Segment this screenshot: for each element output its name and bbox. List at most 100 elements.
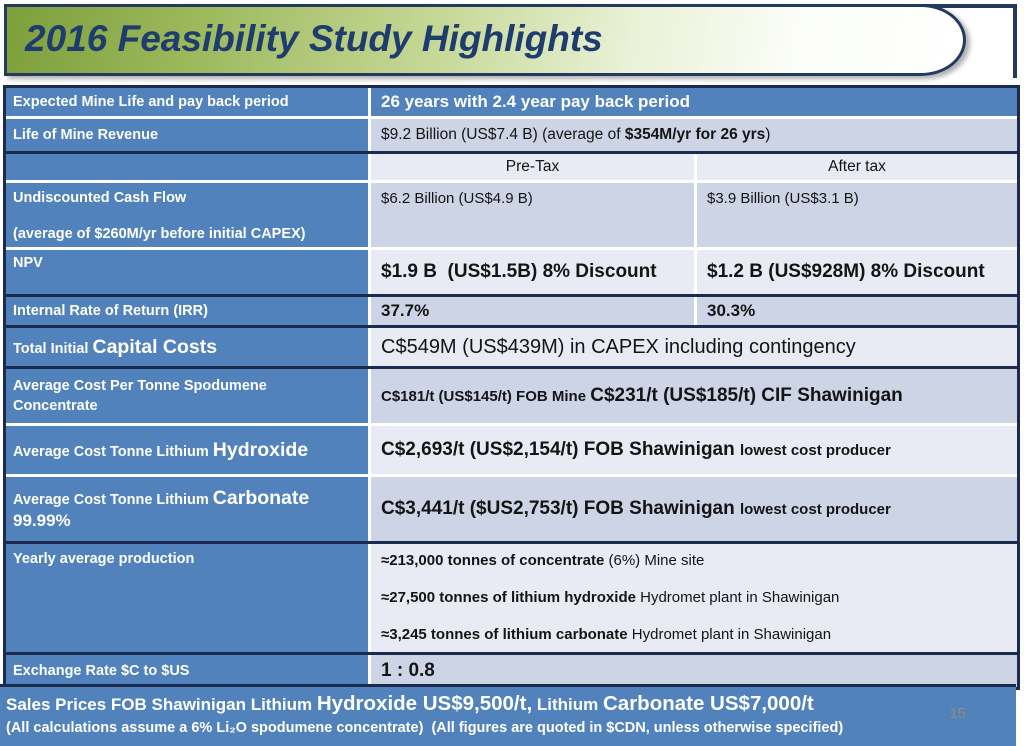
text-segment: NPV	[13, 255, 43, 271]
page-title: 2016 Feasibility Study Highlights	[25, 18, 603, 60]
text-segment: 30.3%	[707, 301, 756, 320]
text-line: 1 : 0.8	[381, 659, 1007, 683]
row-separator	[6, 423, 1017, 426]
text-line: Yearly average production	[13, 549, 361, 569]
table-row-carbonate: Average Cost Tonne Lithium Carbonate 99.9…	[6, 477, 1017, 541]
text-line: C$181/t (US$145/t) FOB Mine C$231/t (US$…	[381, 384, 1007, 408]
value-cell-npv-0: $1.9 B (US$1.5B) 8% Discount	[371, 250, 697, 294]
text-segment: (6%) Mine site	[608, 552, 705, 569]
text-segment: Average Cost Tonne Lithium	[13, 443, 213, 460]
value-cell-capex-0: C$549M (US$439M) in CAPEX including cont…	[371, 328, 1017, 366]
row-separator	[6, 247, 1017, 250]
table-row-capex: Total Initial Capital Costs C$549M (US$43…	[6, 328, 1017, 366]
table-row-tax-header: Pre-Tax After tax	[6, 154, 1017, 180]
text-line: Total Initial Capital Costs	[13, 335, 361, 359]
text-line: Life of Mine Revenue	[13, 125, 361, 145]
text-segment: C$181/t (US$145/t) FOB Mine	[381, 388, 591, 406]
text-segment: Expected Mine Life and pay back period	[13, 94, 289, 110]
value-cell-mine-life-0: 26 years with 2.4 year pay back period	[371, 88, 1017, 116]
row-header-npv: NPV	[6, 250, 371, 294]
text-segment: Hydroxide US$9,500/t,	[316, 692, 533, 715]
value-cell-hydroxide-0: C$2,693/t (US$2,154/t) FOB Shawinigan lo…	[371, 426, 1017, 474]
text-segment: 99.99%	[13, 511, 71, 531]
row-separator	[6, 325, 1017, 328]
text-line: $3.9 Billion (US$3.1 B)	[707, 189, 1007, 209]
text-line: Average Cost Tonne Lithium Carbonate	[13, 486, 361, 510]
text-segment: Average Cost Per Tonne Spodumene	[13, 378, 267, 394]
text-line: Average Cost Per Tonne Spodumene	[13, 376, 361, 396]
text-segment: lowest cost producer	[740, 501, 891, 519]
row-separator	[6, 652, 1017, 655]
text-segment: $1.9 B (US$1.5B) 8% Discount	[381, 261, 657, 283]
table-row-irr: Internal Rate of Return (IRR) 37.7% 30.3%	[6, 297, 1017, 325]
row-separator	[6, 151, 1017, 154]
row-separator	[6, 366, 1017, 369]
text-segment: Exchange Rate $C to $US	[13, 663, 190, 679]
text-line: Exchange Rate $C to $US	[13, 661, 361, 681]
text-segment: ≈3,245 tonnes of lithium carbonate	[381, 626, 632, 643]
text-line: C$3,441/t ($US2,753/t) FOB Shawinigan lo…	[381, 497, 1007, 521]
table-row-cash-flow: Undiscounted Cash Flow (average of $260M/…	[6, 183, 1017, 247]
text-line: $1.9 B (US$1.5B) 8% Discount	[381, 260, 684, 284]
text-segment: Undiscounted Cash Flow	[13, 190, 187, 206]
row-header-carbonate: Average Cost Tonne Lithium Carbonate 99.9…	[6, 477, 371, 541]
text-segment: $6.2 Billion (US$4.9 B)	[381, 190, 533, 207]
text-line: Concentrate	[13, 396, 361, 416]
text-segment: Life of Mine Revenue	[13, 127, 159, 143]
text-segment: Capital Costs	[92, 335, 218, 358]
text-segment: Concentrate	[13, 398, 98, 414]
text-segment: C$231/t (US$185/t) CIF Shawinigan	[590, 385, 903, 407]
row-header-hydroxide: Average Cost Tonne Lithium Hydroxide	[6, 426, 371, 474]
text-segment: Hydromet plant in Shawinigan	[640, 589, 840, 606]
text-line: Internal Rate of Return (IRR)	[13, 301, 361, 321]
text-segment: $9.2 Billion (US$7.4 B) (average of	[381, 126, 625, 143]
feasibility-table: Expected Mine Life and pay back period 26…	[3, 85, 1020, 690]
text-line: $9.2 Billion (US$7.4 B) (average of $354…	[381, 125, 1007, 145]
text-segment: Sales Prices FOB Shawinigan Lithium	[6, 695, 317, 714]
text-segment: Lithium	[532, 695, 603, 714]
text-segment: 26 years with 2.4 year pay back period	[381, 92, 690, 111]
text-segment: ≈213,000 tonnes of concentrate	[381, 552, 609, 569]
value-cell-npv-1: $1.2 B (US$928M) 8% Discount	[697, 250, 1017, 294]
text-line: ≈3,245 tonnes of lithium carbonate Hydro…	[381, 625, 1007, 645]
footer-sales-prices: Sales Prices FOB Shawinigan Lithium Hydr…	[6, 691, 1010, 719]
text-line: After tax	[828, 157, 886, 177]
text-segment: 1 : 0.8	[381, 660, 435, 682]
text-line: Average Cost Tonne Lithium Hydroxide	[13, 438, 361, 462]
value-cell-cash-flow-0: $6.2 Billion (US$4.9 B)	[371, 183, 697, 247]
text-line: $6.2 Billion (US$4.9 B)	[381, 189, 684, 209]
footer-assumptions: (All calculations assume a 6% Li₂O spodu…	[6, 720, 844, 736]
text-segment: $1.2 B (US$928M) 8% Discount	[707, 261, 985, 283]
text-line: C$2,693/t (US$2,154/t) FOB Shawinigan lo…	[381, 438, 1007, 462]
table-row-hydroxide: Average Cost Tonne Lithium Hydroxide C$2,…	[6, 426, 1017, 474]
table-row-production: Yearly average production ≈213,000 tonnes…	[6, 544, 1017, 652]
text-segment: Hydromet plant in Shawinigan	[631, 626, 832, 643]
value-cell-production-0: ≈213,000 tonnes of concentrate (6%) Mine…	[371, 544, 1017, 652]
text-segment: $354M/yr for 26 yrs	[624, 126, 766, 143]
text-line: $1.2 B (US$928M) 8% Discount	[707, 260, 1007, 284]
value-cell-revenue-0: $9.2 Billion (US$7.4 B) (average of $354…	[371, 119, 1017, 151]
row-separator	[6, 180, 1017, 183]
text-segment: Carbonate	[212, 486, 310, 509]
text-line: 26 years with 2.4 year pay back period	[381, 91, 1007, 113]
row-header-revenue: Life of Mine Revenue	[6, 119, 371, 151]
row-separator	[6, 116, 1017, 119]
value-cell-irr-1: 30.3%	[697, 297, 1017, 325]
value-cell-irr-0: 37.7%	[371, 297, 697, 325]
text-line: C$549M (US$439M) in CAPEX including cont…	[381, 335, 1007, 360]
text-segment: Hydroxide	[212, 438, 309, 461]
row-header-capex: Total Initial Capital Costs	[6, 328, 371, 366]
row-separator	[6, 541, 1017, 544]
row-header-irr: Internal Rate of Return (IRR)	[6, 297, 371, 325]
row-header-mine-life: Expected Mine Life and pay back period	[6, 88, 371, 116]
text-segment: (average of $260M/yr before initial CAPE…	[13, 226, 306, 242]
value-cell-tax-header-0: Pre-Tax	[371, 154, 697, 180]
table-row-spodumene: Average Cost Per Tonne Spodumene Concentr…	[6, 369, 1017, 423]
text-line: 37.7%	[381, 300, 684, 322]
row-header-spodumene: Average Cost Per Tonne Spodumene Concentr…	[6, 369, 371, 423]
table-row-exchange: Exchange Rate $C to $US 1 : 0.8	[6, 655, 1017, 687]
text-segment: lowest cost producer	[740, 442, 891, 460]
table-row-mine-life: Expected Mine Life and pay back period 26…	[6, 88, 1017, 116]
value-cell-spodumene-0: C$181/t (US$145/t) FOB Mine C$231/t (US$…	[371, 369, 1017, 423]
text-segment: Yearly average production	[13, 551, 195, 567]
